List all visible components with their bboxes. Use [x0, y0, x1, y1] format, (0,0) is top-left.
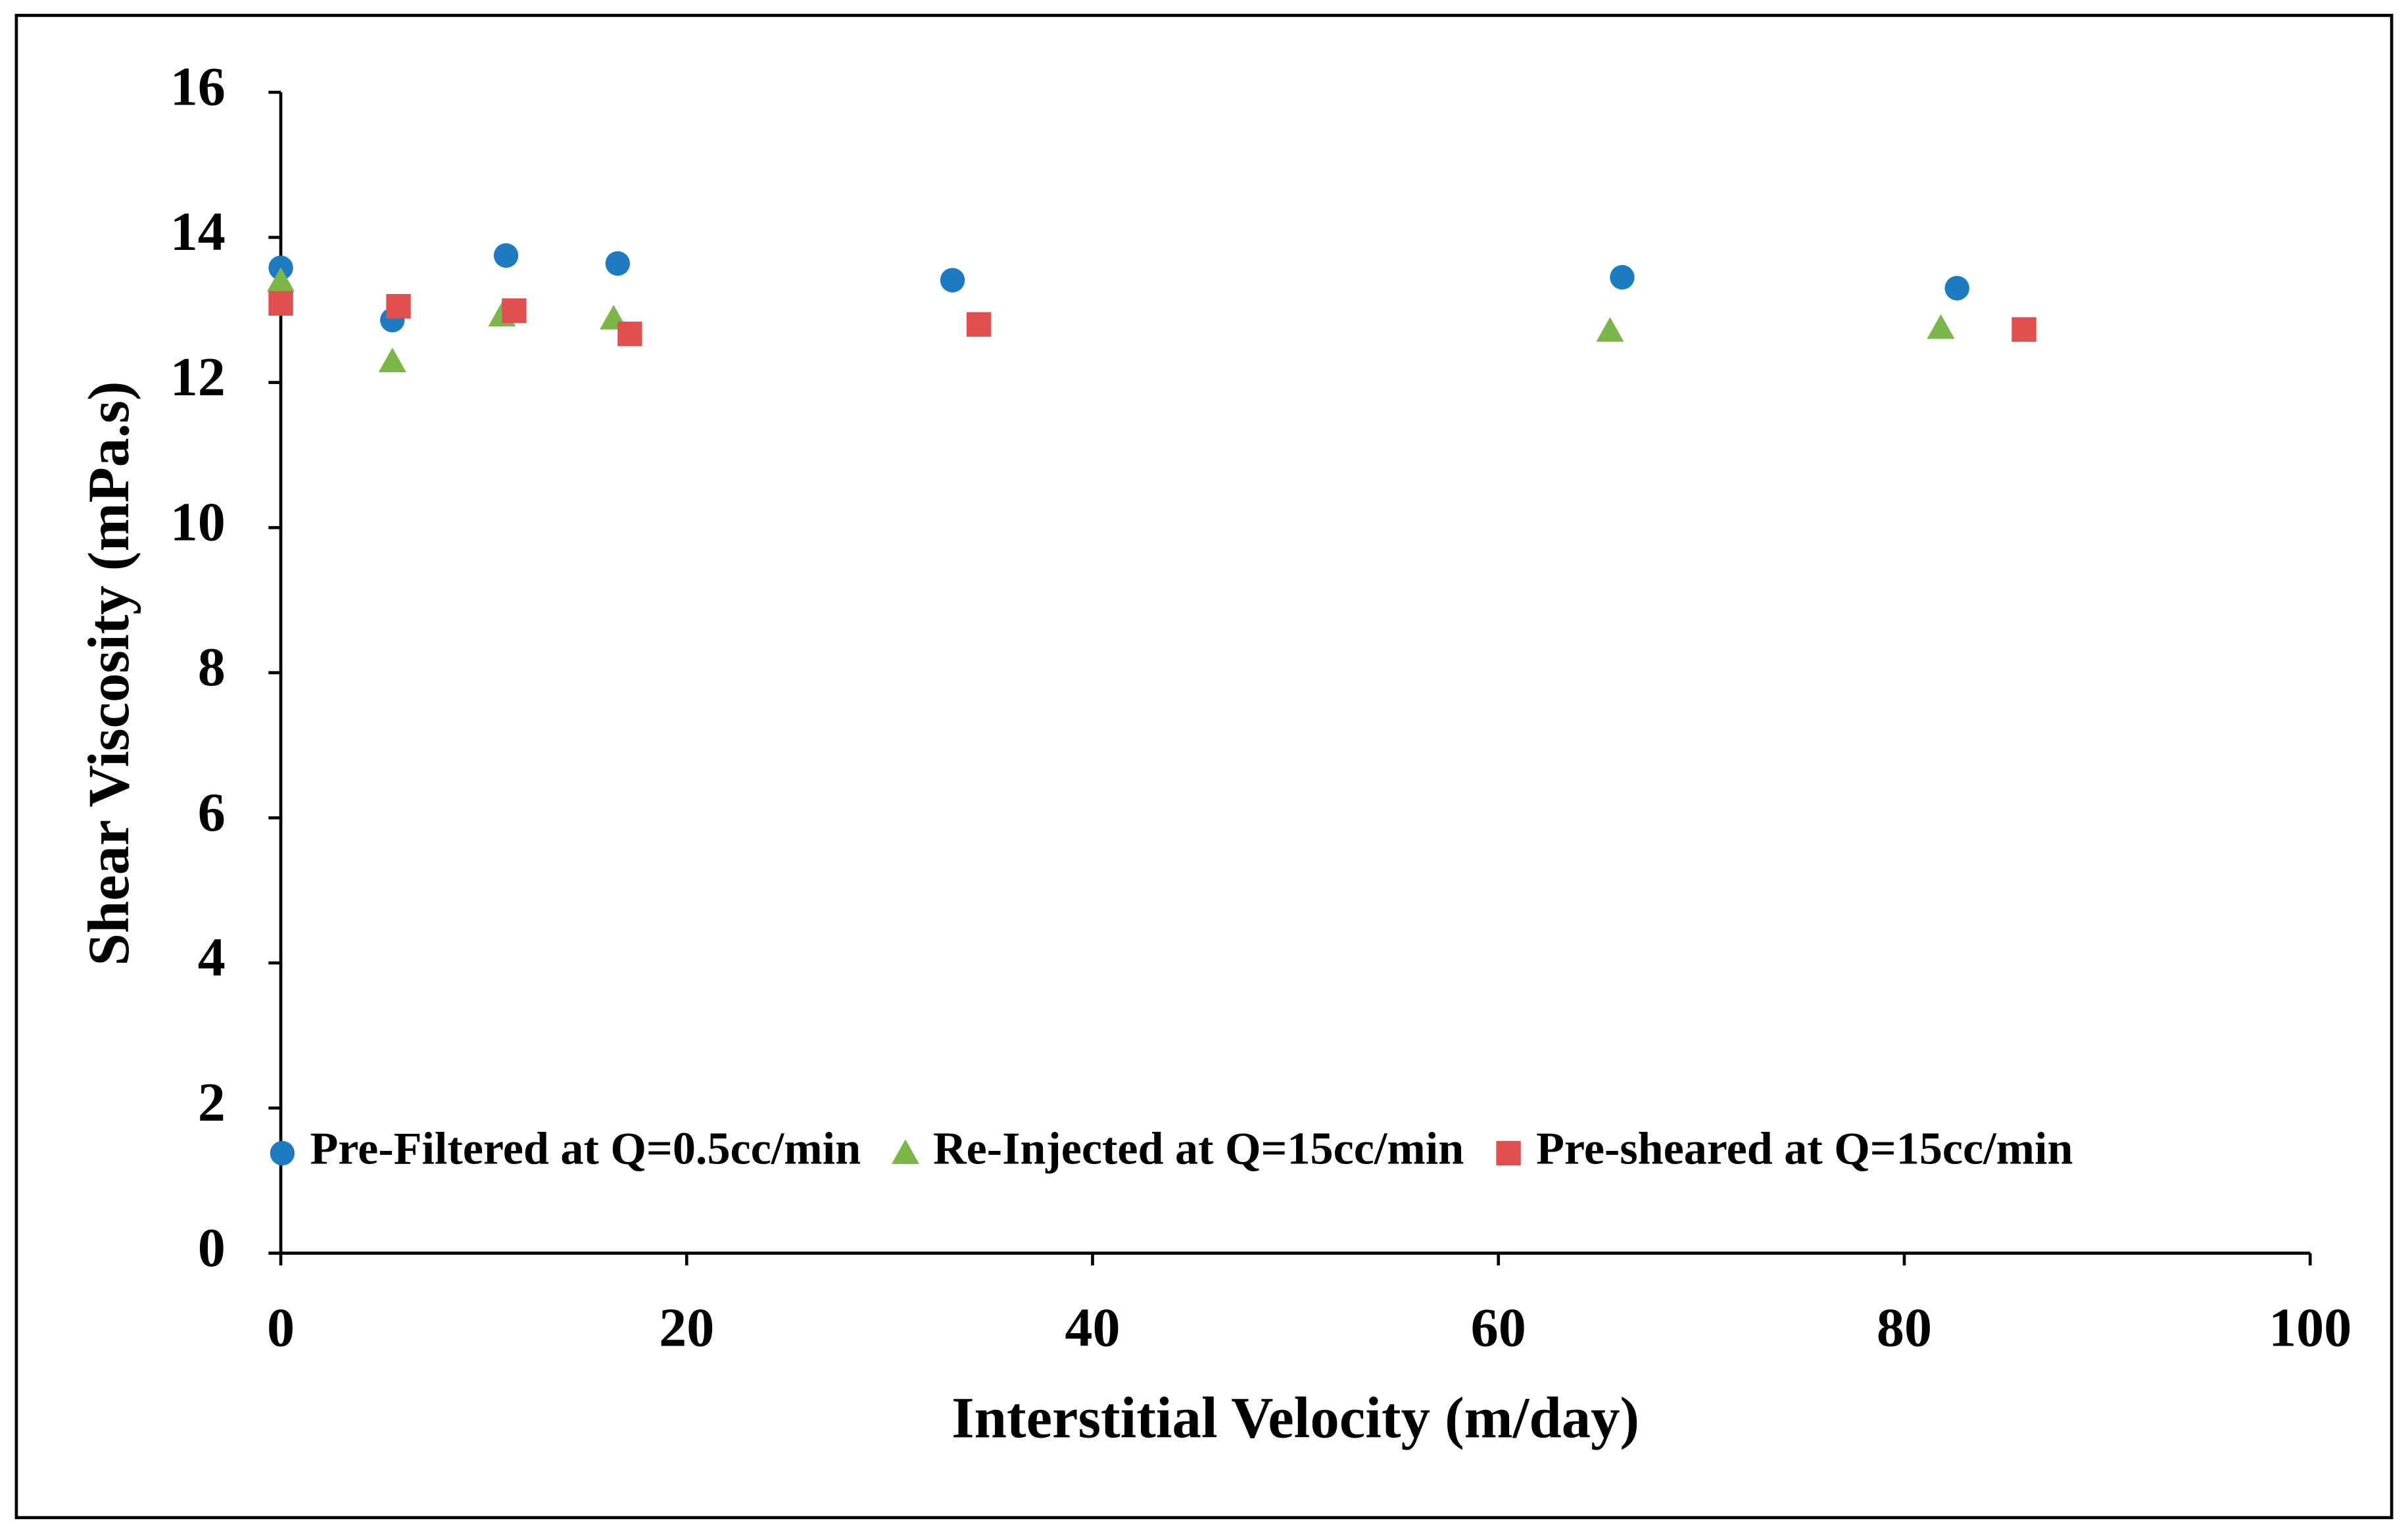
x-tick-label: 100: [2269, 1297, 2351, 1358]
x-tick-label: 60: [1471, 1297, 1526, 1358]
y-tick-label: 4: [198, 927, 226, 988]
y-tick-label: 0: [198, 1217, 226, 1278]
point: [386, 294, 411, 319]
point: [1610, 264, 1635, 290]
x-axis-title: Interstitial Velocity (m/day): [951, 1386, 1639, 1450]
point: [493, 243, 519, 268]
point: [1927, 314, 1955, 339]
point: [1596, 317, 1624, 342]
point: [605, 251, 631, 276]
y-tick-label: 8: [198, 637, 226, 698]
y-tick-label: 16: [170, 57, 226, 118]
point: [268, 291, 293, 316]
x-tick-label: 80: [1877, 1297, 1932, 1358]
legend-label: Pre-Filtered at Q=0.5cc/min: [310, 1123, 861, 1175]
point: [266, 267, 295, 292]
y-axis-title: Shear Viscosity (mPa.s): [77, 381, 141, 966]
y-tick-label: 14: [170, 201, 226, 262]
y-tick-label: 12: [170, 347, 226, 408]
point: [2011, 317, 2036, 342]
point: [940, 268, 965, 293]
legend-label: Pre-sheared at Q=15cc/min: [1536, 1123, 2073, 1175]
y-tick-label: 10: [170, 492, 226, 553]
legend-label: Re-Injected at Q=15cc/min: [933, 1123, 1464, 1175]
y-tick-label: 6: [198, 782, 226, 843]
point: [378, 347, 406, 372]
frame: [14, 14, 2394, 1519]
x-tick-label: 20: [659, 1297, 714, 1358]
legend-marker: [1496, 1140, 1521, 1166]
point: [502, 298, 527, 324]
legend-marker: [891, 1139, 919, 1164]
x-tick-label: 40: [1065, 1297, 1120, 1358]
point: [1944, 276, 1969, 301]
point: [617, 321, 642, 347]
y-tick-label: 2: [198, 1072, 226, 1133]
point: [966, 312, 992, 337]
x-tick-label: 0: [267, 1297, 295, 1358]
legend-marker: [270, 1140, 295, 1166]
